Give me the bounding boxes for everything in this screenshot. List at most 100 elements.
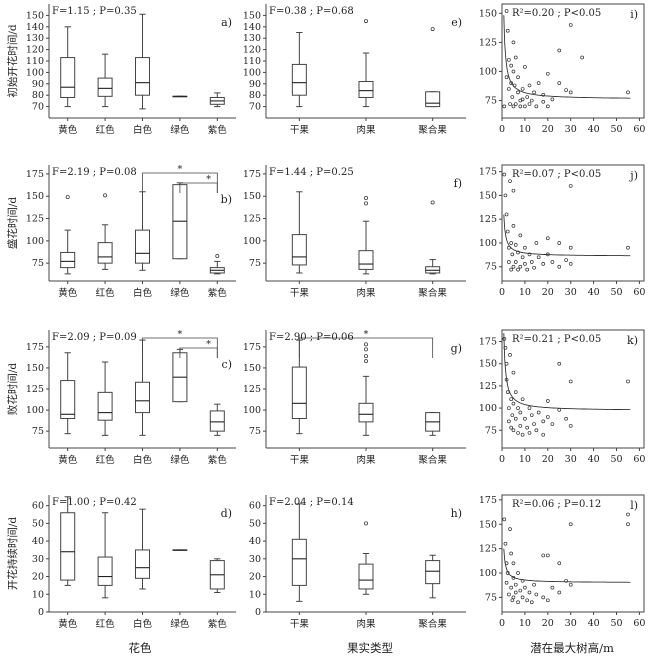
x-tick-label: 0: [499, 454, 505, 465]
scatter-point: [511, 104, 516, 109]
scatter-point: [511, 188, 516, 193]
y-tick-label: 175: [479, 337, 497, 348]
y-tick-label: 100: [479, 403, 497, 414]
scatter-point: [504, 580, 509, 585]
category-label: 聚合果: [418, 124, 447, 136]
box-2: [358, 342, 374, 436]
y-tick-label: 130: [26, 33, 44, 44]
box-iqr: [291, 538, 307, 586]
scatter-point: [507, 87, 511, 91]
plot-frame: [501, 3, 645, 119]
stat-text: F=1.15 ; P=0.35: [52, 6, 137, 17]
box-2: [358, 19, 374, 108]
outlier-point: [363, 342, 368, 347]
scatter-point: [545, 236, 550, 241]
category-label: 紫色: [208, 287, 228, 299]
category-label: 肉果: [356, 618, 376, 630]
y-tick-label: 125: [479, 381, 497, 392]
outlier-point: [430, 200, 435, 205]
scatter-point: [516, 250, 520, 255]
scatter-point: [527, 406, 532, 410]
scatter-point: [525, 95, 530, 99]
stat-text: F=1.44 ; P=0.25: [269, 167, 354, 178]
y-tick-label: 75: [32, 426, 44, 437]
x-tick-label: 0: [499, 287, 505, 298]
box-iqr: [97, 391, 113, 421]
y-tick-label: 60: [249, 501, 261, 512]
scatter-point: [511, 69, 516, 74]
category-label: 干果: [290, 288, 310, 299]
box-2: [97, 361, 113, 436]
y-axis-title: 开花持续时间/d: [6, 517, 19, 591]
plot-frame: [501, 494, 645, 613]
y-tick-label: 120: [26, 45, 44, 56]
scatter-point: [557, 264, 562, 269]
scatter-point: [568, 423, 573, 428]
x-tick-label: 50: [610, 287, 622, 298]
scatter-point: [541, 595, 546, 600]
y-tick-label: 75: [32, 258, 44, 269]
box-3: [425, 200, 441, 275]
scatter-point: [545, 553, 550, 558]
x-tick-label: 40: [588, 454, 600, 465]
scatter-point: [568, 522, 573, 527]
category-label: 红色: [96, 618, 116, 630]
y-tick-label: 100: [243, 405, 261, 416]
scatter-point: [534, 104, 539, 109]
scatter-point: [502, 517, 507, 522]
scatter-point: [520, 97, 525, 102]
scatter-point: [626, 90, 630, 95]
scatter-point: [508, 527, 512, 531]
scatter-point: [523, 262, 527, 266]
box-3: [135, 191, 150, 271]
scatter-point: [545, 71, 550, 76]
y-tick-label: 100: [243, 236, 261, 247]
scatter-point: [507, 406, 511, 410]
x-tick-label: 10: [519, 287, 531, 298]
box-iqr: [135, 549, 150, 579]
scatter-point: [568, 184, 573, 188]
outlier-point: [363, 347, 368, 352]
y-tick-label: 100: [479, 66, 497, 77]
category-label: 黄色: [58, 618, 78, 630]
scatter-point: [509, 241, 514, 245]
outlier-point: [430, 27, 435, 32]
scatter-point: [520, 397, 525, 402]
y-tick-label: 175: [26, 169, 44, 180]
scatter-point: [568, 245, 573, 250]
scatter-point: [525, 267, 530, 272]
panel-g: 75 100 125 150 175 干果 肉果 聚合果 * F=2.90 ; P=0.06 g): [243, 329, 466, 466]
scatter-point: [550, 422, 555, 426]
y-tick-label: 110: [243, 56, 261, 67]
scatter-point: [541, 432, 546, 437]
stat-text: R²=0.20 ; P<0.05: [512, 8, 601, 19]
y-tick-label: 10: [249, 589, 261, 600]
x-tick-label: 30: [565, 618, 577, 629]
panel-b: 75 100 125 150 175 黄色 红色 白色 绿色 紫色 * * F=2.19 ; P=0.0…: [6, 164, 236, 299]
category-label: 白色: [133, 454, 153, 466]
scatter-point: [557, 48, 562, 53]
x-tick-label: 50: [610, 454, 622, 465]
scatter-point: [523, 104, 527, 109]
scatter-point: [511, 401, 516, 406]
scatter-point: [509, 397, 514, 402]
y-axis-title: 败花时间/d: [6, 363, 19, 416]
y-tick-label: 140: [26, 22, 44, 33]
x-title-max-tree-height: 潜在最大树高/m: [530, 641, 614, 655]
stat-text: R²=0.21 ; P<0.05: [512, 334, 601, 345]
scatter-point: [518, 588, 523, 593]
scatter-point: [564, 258, 568, 262]
scatter-point: [557, 590, 562, 595]
x-tick-label: 20: [542, 124, 554, 135]
y-tick-label: 30: [249, 554, 261, 565]
y-tick-label: 125: [479, 37, 497, 48]
scatter-point: [511, 561, 516, 566]
scatter-point: [626, 245, 630, 250]
category-label: 红色: [96, 454, 116, 466]
scatter-point: [513, 102, 518, 106]
outlier-point: [215, 254, 220, 259]
box-iqr: [358, 250, 374, 270]
panel-f: 75 100 125 150 175 干果 肉果 聚合果 F=1.44 ; P=0.25 f): [243, 165, 466, 299]
scatter-point: [564, 578, 568, 583]
scatter-point: [509, 63, 514, 68]
